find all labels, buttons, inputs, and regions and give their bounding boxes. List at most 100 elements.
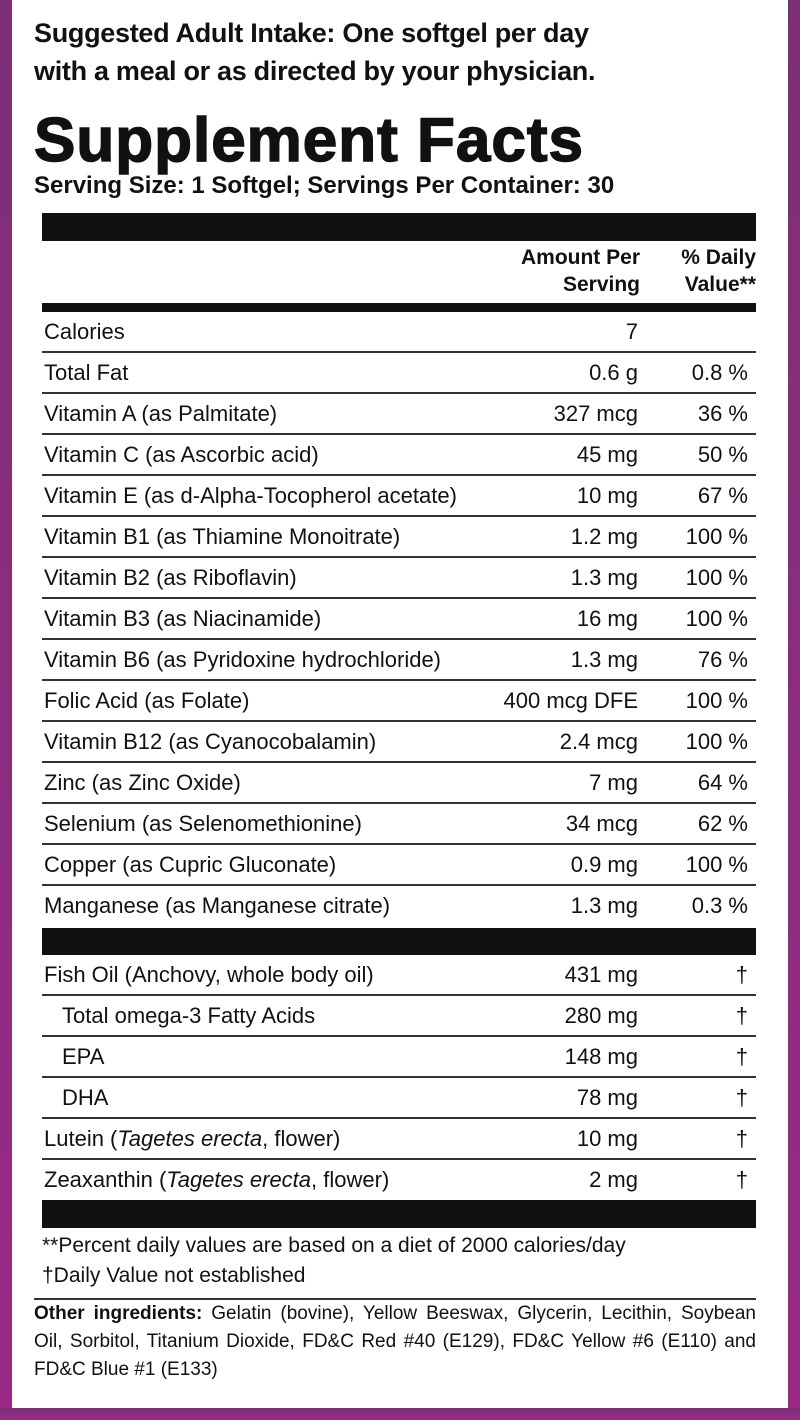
amount: 16 mg: [576, 606, 638, 631]
amount: 0.9 mg: [570, 852, 638, 877]
nutrient-name: Vitamin B1 (as Thiamine Monoitrate): [44, 524, 401, 549]
name-part: , flower): [262, 1126, 341, 1151]
amount: 400 mcg DFE: [503, 688, 639, 713]
ingredients-text: Gelatin (bovine), Yellow Beeswax, Glycer…: [34, 1303, 756, 1380]
border: [788, 0, 800, 1420]
amount: 1.3 mg: [570, 893, 638, 918]
name-part: Tagetes erecta: [166, 1167, 312, 1192]
nutrient-name: Selenium (as Selenomethionine): [44, 811, 362, 836]
amount: 327 mcg: [553, 401, 638, 426]
nutrient-name: Manganese (as Manganese citrate): [44, 893, 391, 918]
footnote: **Percent daily values are based on a di…: [42, 1234, 626, 1257]
nutrient-name: Fish Oil (Anchovy, whole body oil): [44, 962, 374, 987]
daily-value: 67 %: [697, 483, 748, 508]
nutrient-row: Vitamin B6 (as Pyridoxine hydrochloride)…: [42, 640, 756, 681]
other-ingredients: Other ingredients: Gelatin (bovine), Yel…: [34, 1300, 756, 1384]
ingredients-label: Other ingredients:: [34, 1303, 203, 1324]
header-line: Amount Per: [520, 246, 640, 269]
amount: 34 mcg: [565, 811, 638, 836]
nutrient-row: Manganese (as Manganese citrate) 1.3 mg 0.…: [42, 886, 756, 927]
amount: 2 mg: [589, 1167, 638, 1192]
amount: 45 mg: [576, 442, 638, 467]
nutrient-row: Copper (as Cupric Gluconate) 0.9 mg 100 %: [42, 845, 756, 886]
daily-value: †: [735, 1085, 748, 1110]
nutrient-name: Vitamin B12 (as Cyanocobalamin): [44, 729, 377, 754]
daily-value: 100 %: [685, 729, 748, 754]
daily-value: 100 %: [685, 852, 748, 877]
nutrient-name: Calories: [44, 319, 125, 344]
title: Supplement Facts: [33, 105, 584, 176]
name-part: , flower): [311, 1167, 390, 1192]
nutrient-row: Lutein (Tagetes erecta, flower) 10 mg †: [42, 1119, 756, 1160]
nutrient-name: Vitamin E (as d-Alpha-Tocopherol acetate…: [44, 483, 457, 508]
daily-value: 100 %: [685, 606, 748, 631]
nutrient-row: Vitamin A (as Palmitate) 327 mcg 36 %: [42, 394, 756, 435]
divider-bar: [42, 303, 756, 312]
nutrient-name: Copper (as Cupric Gluconate): [44, 852, 337, 877]
name-part: Zeaxanthin (: [44, 1167, 167, 1192]
nutrient-row: Total Fat 0.6 g 0.8 %: [42, 353, 756, 394]
nutrient-name: Total omega-3 Fatty Acids: [62, 1003, 316, 1028]
amount-header: Amount Per Serving: [454, 244, 640, 298]
daily-value: 50 %: [697, 442, 748, 467]
nutrient-name: Vitamin B3 (as Niacinamide): [44, 606, 322, 631]
nutrient-row: Vitamin E (as d-Alpha-Tocopherol acetate…: [42, 476, 756, 517]
nutrient-name: DHA: [62, 1085, 109, 1110]
nutrient-name: Lutein (Tagetes erecta, flower): [44, 1126, 340, 1152]
dv-header: % Daily Value**: [650, 244, 756, 298]
nutrient-row: Vitamin C (as Ascorbic acid) 45 mg 50 %: [42, 435, 756, 476]
name-part: Tagetes erecta: [117, 1126, 263, 1151]
nutrient-row: Vitamin B1 (as Thiamine Monoitrate) 1.2 m…: [42, 517, 756, 558]
nutrient-row: EPA 148 mg †: [42, 1037, 756, 1078]
nutrient-row: Vitamin B12 (as Cyanocobalamin) 2.4 mcg 10…: [42, 722, 756, 763]
divider-bar: [42, 1200, 756, 1228]
nutrient-name: Total Fat: [44, 360, 129, 385]
nutrient-name: Vitamin B6 (as Pyridoxine hydrochloride): [44, 647, 441, 672]
nutrient-name: Vitamin B2 (as Riboflavin): [44, 565, 297, 590]
nutrient-row: Zinc (as Zinc Oxide) 7 mg 64 %: [42, 763, 756, 804]
nutrient-row: Folic Acid (as Folate) 400 mcg DFE 100 %: [42, 681, 756, 722]
nutrient-row: Total omega-3 Fatty Acids 280 mg †: [42, 996, 756, 1037]
daily-value: †: [735, 1126, 748, 1151]
header-line: Serving: [562, 273, 640, 296]
amount: 0.6 g: [589, 360, 638, 385]
daily-value: 0.8 %: [691, 360, 748, 385]
amount: 148 mg: [564, 1044, 638, 1069]
daily-value: 76 %: [697, 647, 748, 672]
amount: 280 mg: [564, 1003, 638, 1028]
border: [0, 1408, 800, 1420]
amount: 10 mg: [576, 1126, 638, 1151]
amount: 1.2 mg: [570, 524, 638, 549]
intake-line: Suggested Adult Intake: One softgel per …: [34, 18, 589, 48]
serving: Serving Size: 1 Softgel; Servings Per Co…: [34, 172, 615, 199]
amount: 7 mg: [589, 770, 638, 795]
daily-value: 100 %: [685, 565, 748, 590]
nutrient-row: DHA 78 mg †: [42, 1078, 756, 1119]
footnote: †Daily Value not established: [42, 1264, 306, 1287]
nutrient-row: Calories 7: [42, 312, 756, 353]
intake-line: with a meal or as directed by your physi…: [34, 56, 596, 86]
daily-value: †: [735, 962, 748, 987]
daily-value: 100 %: [685, 688, 748, 713]
rule: [34, 1298, 756, 1300]
daily-value: 0.3 %: [691, 893, 748, 918]
amount: 10 mg: [576, 483, 638, 508]
daily-value: †: [735, 1003, 748, 1028]
daily-value: 36 %: [697, 401, 748, 426]
nutrient-name: Folic Acid (as Folate): [44, 688, 250, 713]
label-panel: Suggested Adult Intake: One softgel per …: [33, 0, 756, 1408]
nutrient-row: Zeaxanthin (Tagetes erecta, flower) 2 mg †: [42, 1160, 756, 1201]
amount: 1.3 mg: [570, 565, 638, 590]
nutrient-name: Zeaxanthin (Tagetes erecta, flower): [44, 1167, 389, 1193]
amount: 431 mg: [564, 962, 638, 987]
nutrient-row: Vitamin B3 (as Niacinamide) 16 mg 100 %: [42, 599, 756, 640]
nutrient-name: Vitamin A (as Palmitate): [44, 401, 278, 426]
header-line: % Daily: [681, 246, 756, 269]
amount: 1.3 mg: [570, 647, 638, 672]
daily-value: 62 %: [697, 811, 748, 836]
daily-value: †: [735, 1167, 748, 1192]
amount: 2.4 mcg: [559, 729, 638, 754]
nutrient-row: Fish Oil (Anchovy, whole body oil) 431 mg…: [42, 955, 756, 996]
header-line: Value**: [684, 273, 756, 296]
